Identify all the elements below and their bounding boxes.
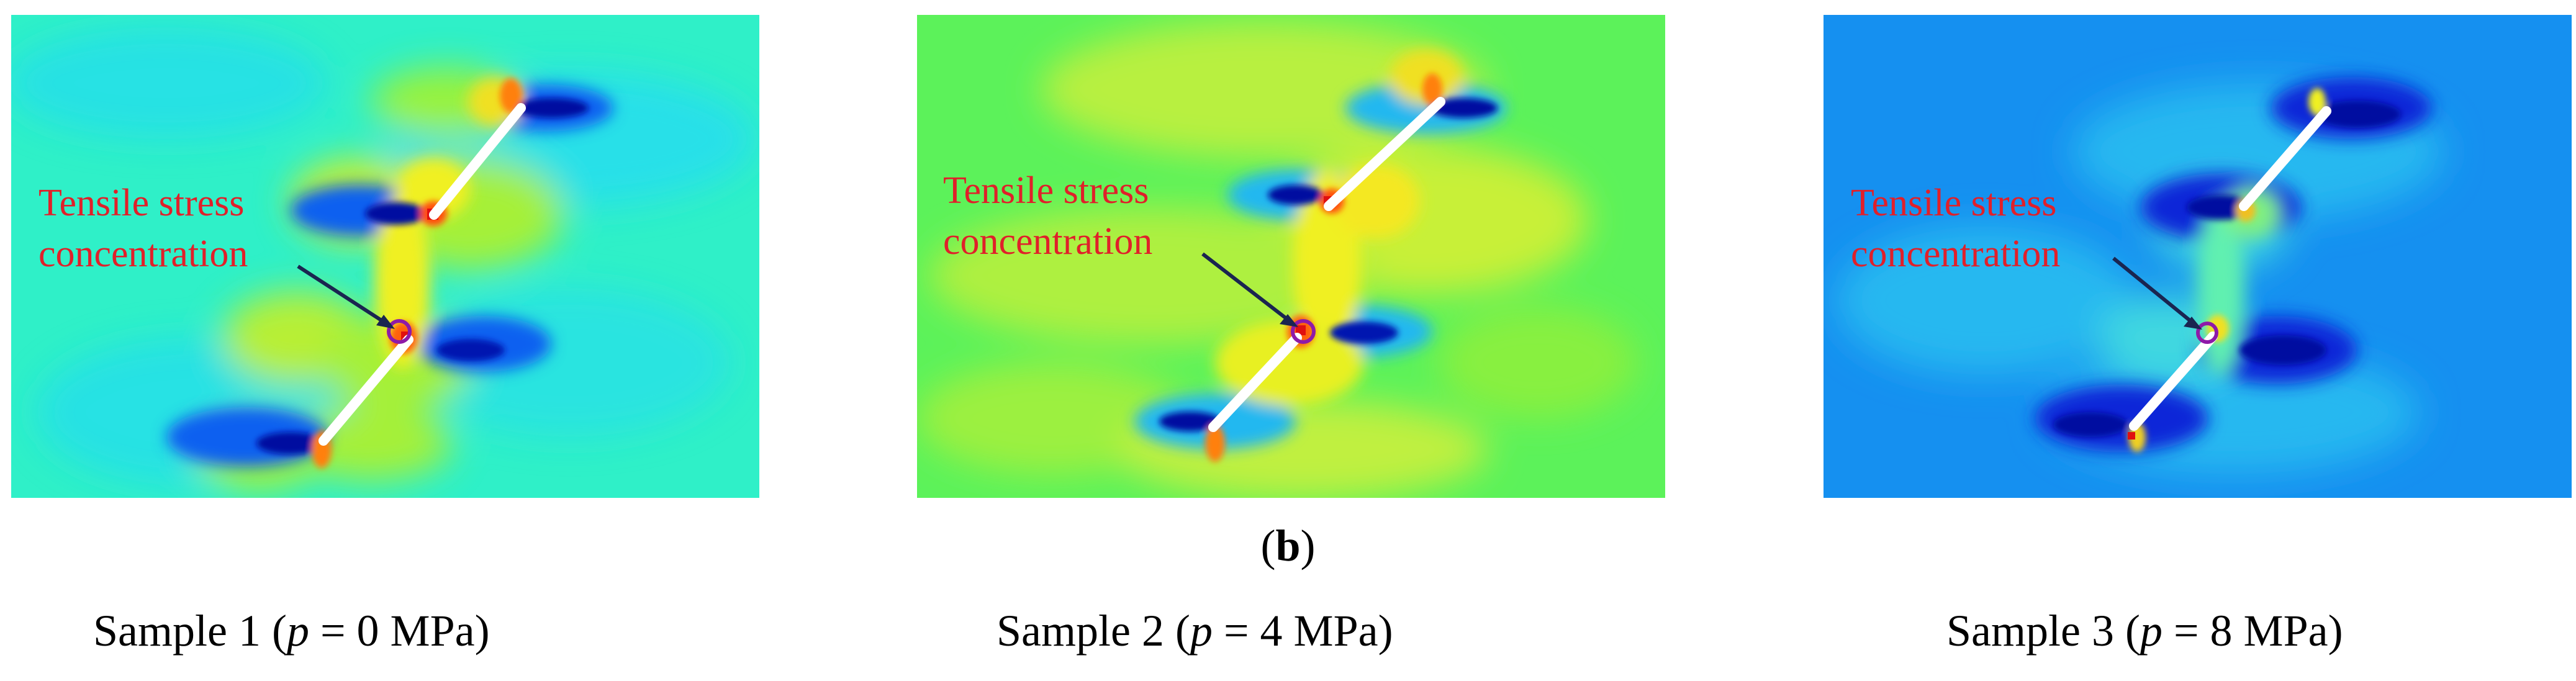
annotation-line-1: Tensile stress [1851,182,2057,224]
sample-name: Sample 2 [997,606,1164,656]
stress-field-image-3 [1824,15,2572,498]
pressure-symbol: p [2140,606,2162,656]
annotation-line-2: concentration [1851,233,2061,275]
figure-sublabel: (b) [1260,521,1316,571]
stress-field-panel-sample-2: Tensile stress concentration [917,15,1665,498]
sample-caption-2: Sample 2 (p = 4 MPa) [997,606,1393,656]
stress-field-panel-sample-1: Tensile stress concentration [11,15,759,498]
annotation-line-2: concentration [38,233,248,275]
annotation-tensile-stress-1: Tensile stress concentration [38,178,248,279]
annotation-tensile-stress-3: Tensile stress concentration [1851,178,2060,279]
pressure-symbol: p [286,606,309,656]
stress-field-panel-sample-3: Tensile stress concentration [1824,15,2572,498]
pressure-value: = 4 MPa [1223,606,1378,656]
sample-caption-1: Sample 1 (p = 0 MPa) [93,606,490,656]
annotation-line-1: Tensile stress [943,169,1149,212]
sample-caption-3: Sample 3 (p = 8 MPa) [1946,606,2343,656]
annotation-line-1: Tensile stress [38,182,245,224]
pressure-value: = 8 MPa [2173,606,2328,656]
annotation-line-2: concentration [943,220,1153,263]
sample-name: Sample 1 [93,606,261,656]
figure-sublabel-letter: b [1275,521,1301,571]
stress-field-image-1 [11,15,759,498]
sample-name: Sample 3 [1946,606,2114,656]
annotation-tensile-stress-2: Tensile stress concentration [943,165,1152,267]
pressure-symbol: p [1190,606,1213,656]
stress-field-image-2 [917,15,1665,498]
pressure-value: = 0 MPa [320,606,475,656]
